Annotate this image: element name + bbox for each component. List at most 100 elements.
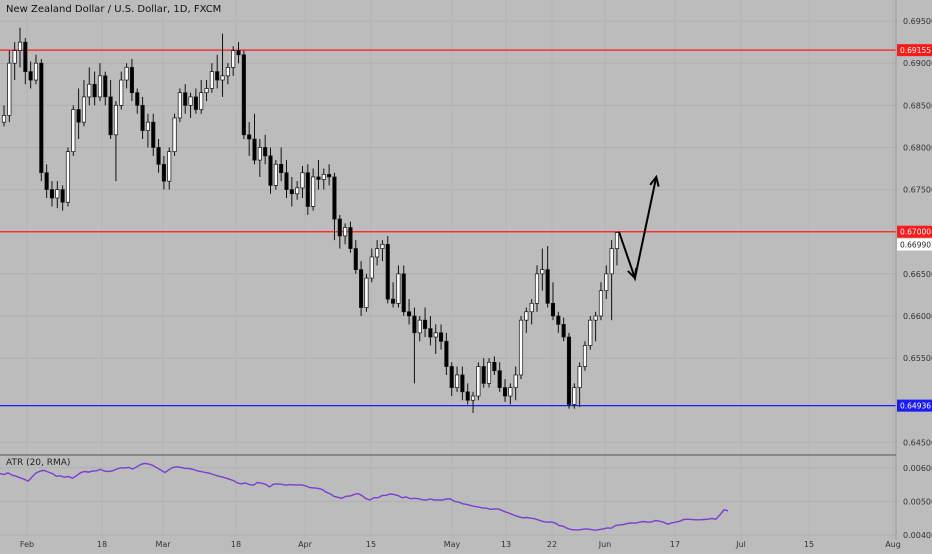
candle-body [204,88,209,94]
candle-body [135,92,140,106]
candle-body [124,67,129,81]
candle-body [407,311,412,317]
level-tag-label: 0.67000 [900,228,931,237]
candle-body [380,244,385,249]
candle-body [518,319,524,376]
candle-body [65,151,71,203]
candle-body [44,172,49,190]
candle-body [614,232,620,249]
candle-body [71,109,76,153]
candle-body [401,273,406,313]
last-price-label: 0.66990 [900,241,931,250]
candle-body [449,366,454,388]
candle-body [284,172,289,190]
time-tick-label: 17 [670,540,680,549]
atr-tick-label: 0.00400 [903,531,932,540]
candle-body [396,273,401,304]
candle-body [470,395,476,401]
time-tick-label: Jul [735,540,746,549]
candle-body [172,117,177,153]
candle-body [412,315,417,334]
candle-body [428,328,433,338]
candle-body [60,189,65,203]
candle-body [33,62,39,81]
candle-body [572,387,577,405]
candle-body [311,176,316,207]
candle-body [76,109,81,123]
candle-body [193,96,198,110]
candle-body [263,147,268,157]
candle-body [545,269,550,304]
candle-body [167,151,172,182]
candle-body [337,218,342,237]
level-tag [897,44,932,57]
candle-body [332,176,337,220]
time-tick-label: Apr [298,540,313,549]
candle-body [534,273,540,304]
candle-body [513,374,518,388]
projection-arrowhead [649,174,660,187]
candle-body [566,336,572,405]
candle-body [391,298,396,304]
candle-body [241,54,246,136]
candle-body [188,96,193,106]
candle-body [364,277,369,308]
candle-body [113,104,118,136]
candle-body [508,387,513,397]
candle-body [129,67,134,94]
candle-body [343,227,348,237]
candle-body [348,227,353,249]
candle-body [108,96,113,136]
atr-indicator-label: ATR (20, RMA) [6,458,71,468]
candle-body [295,187,300,195]
candle-body [12,50,17,64]
candle-body [23,41,28,72]
candle-body [236,50,241,56]
time-tick-label: 22 [547,540,557,549]
candle-body [225,67,230,77]
candle-body [305,172,310,207]
candle-body [486,361,492,384]
level-tag-label: 0.64936 [900,402,931,411]
candle-body [492,361,497,372]
candle-body [87,83,92,98]
candle-body [598,290,604,317]
candle-body [327,174,332,178]
candle-body [199,92,204,110]
candle-body [439,332,444,342]
time-tick-label: 18 [231,540,241,549]
candle-body [561,324,566,338]
candle-body [177,92,182,119]
candle-body [252,138,257,161]
candle-body [417,319,422,334]
candle-body [465,391,470,401]
time-tick-label: 18 [97,540,107,549]
time-tick-label: 13 [501,540,511,549]
candle-body [444,340,449,367]
candle-body [556,315,561,325]
candle-body [279,163,284,174]
candle-body [49,189,55,199]
time-tick-label: 15 [366,540,376,549]
candle-body [140,104,145,131]
candle-body [609,248,614,275]
candle-body [119,79,124,106]
candle-body [369,256,374,279]
candle-body [321,174,326,180]
time-tick-label: Mar [155,540,171,549]
candle-body [588,319,593,346]
time-tick-label: May [444,540,461,549]
time-tick-label: Jun [598,540,612,549]
candle-body [7,62,12,116]
candle-body [577,366,582,388]
candle-body [455,374,460,388]
candle-body [220,75,225,81]
